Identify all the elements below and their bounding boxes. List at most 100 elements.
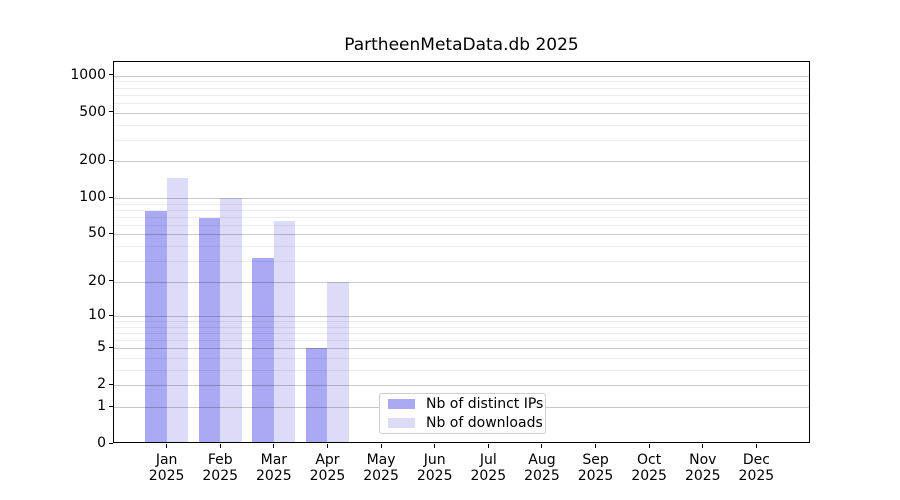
x-tick-label: May 2025: [349, 452, 413, 484]
x-tick-month: Nov: [689, 452, 717, 468]
minor-gridline: [114, 124, 809, 126]
x-tick-year: 2025: [148, 468, 185, 484]
minor-gridline: [114, 102, 809, 104]
y-tick-mark: [109, 405, 113, 407]
x-tick-year: 2025: [363, 468, 399, 484]
minor-gridline: [114, 321, 809, 323]
x-tick-label: Nov 2025: [671, 452, 735, 484]
plot-area: [113, 61, 810, 443]
major-gridline: [114, 316, 809, 318]
x-tick-mark: [166, 444, 168, 448]
x-tick-month: May: [366, 452, 396, 468]
major-gridline: [114, 348, 809, 350]
x-tick-year: 2025: [416, 468, 453, 484]
x-tick-mark: [648, 444, 650, 448]
minor-gridline: [114, 216, 809, 218]
y-tick-label: 50: [88, 225, 106, 242]
x-tick-label: Feb 2025: [188, 452, 252, 484]
bar-distinct-ips-feb: [198, 218, 221, 442]
minor-gridline: [114, 340, 809, 342]
y-tick-label: 1: [97, 398, 106, 415]
x-tick-year: 2025: [684, 468, 721, 484]
x-tick-mark: [380, 444, 382, 448]
x-tick-mark: [755, 444, 757, 448]
minor-gridline: [114, 358, 809, 360]
legend-label-downloads: Nb of downloads: [426, 414, 543, 431]
major-gridline: [114, 198, 809, 199]
legend-label-distinct-ips: Nb of distinct IPs: [426, 395, 544, 412]
minor-gridline: [114, 326, 809, 328]
bar-downloads-apr: [327, 281, 349, 442]
y-tick-label: 200: [79, 152, 106, 169]
x-tick-month: Oct: [637, 452, 662, 468]
bar-downloads-mar: [273, 220, 296, 442]
y-tick-mark: [109, 442, 113, 444]
major-gridline: [114, 281, 809, 283]
y-tick-label: 500: [79, 103, 106, 120]
y-tick-label: 100: [79, 189, 106, 205]
y-tick-label: 5: [97, 339, 106, 356]
legend: Nb of distinct IPs Nb of downloads: [379, 393, 546, 434]
x-tick-mark: [595, 444, 597, 448]
x-tick-month: Feb: [207, 452, 233, 468]
minor-gridline: [114, 94, 809, 96]
x-tick-year: 2025: [256, 468, 292, 484]
x-tick-year: 2025: [470, 468, 507, 484]
major-gridline: [114, 75, 809, 77]
minor-gridline: [114, 246, 809, 248]
y-tick-label: 2: [97, 376, 106, 393]
x-tick-mark: [219, 444, 221, 448]
y-tick-mark: [109, 280, 113, 282]
y-tick-mark: [109, 383, 113, 385]
x-tick-month: Aug: [528, 452, 556, 468]
x-tick-label: Jan 2025: [135, 452, 199, 484]
major-gridline: [114, 234, 809, 236]
x-tick-mark: [487, 444, 489, 448]
bar-downloads-feb: [220, 198, 242, 442]
legend-item-distinct-ips: Nb of distinct IPs: [388, 396, 543, 412]
x-tick-label: Dec 2025: [724, 452, 788, 484]
x-tick-month: Jul: [479, 452, 497, 468]
x-tick-year: 2025: [631, 468, 667, 484]
minor-gridline: [114, 209, 809, 211]
minor-gridline: [114, 87, 809, 89]
minor-gridline: [114, 224, 809, 226]
y-tick-label: 0: [97, 435, 106, 451]
y-tick-mark: [109, 346, 113, 348]
x-tick-mark: [434, 444, 436, 448]
x-tick-label: Jun 2025: [403, 452, 467, 484]
y-tick-label: 20: [88, 272, 106, 289]
y-tick-mark: [109, 111, 113, 113]
x-tick-month: Sep: [582, 452, 609, 468]
minor-gridline: [114, 260, 809, 262]
x-tick-month: Jun: [423, 452, 446, 468]
minor-gridline: [114, 203, 809, 205]
y-tick-label: 1000: [70, 66, 106, 83]
x-tick-mark: [702, 444, 704, 448]
x-tick-mark: [273, 444, 275, 448]
y-tick-mark: [109, 314, 113, 316]
minor-gridline: [114, 81, 809, 83]
x-tick-mark: [541, 444, 543, 448]
y-tick-mark: [109, 232, 113, 234]
bar-distinct-ips-mar: [252, 257, 274, 442]
x-tick-label: Oct 2025: [617, 452, 681, 484]
minor-gridline: [114, 370, 809, 372]
x-tick-label: Aug 2025: [510, 452, 574, 484]
legend-swatch-distinct-ips-icon: [388, 399, 415, 409]
y-tick-label: 10: [88, 307, 106, 324]
x-tick-label: Apr 2025: [295, 452, 359, 484]
chart-title: PartheenMetaData.db 2025: [344, 35, 579, 55]
x-tick-month: Jan: [155, 452, 178, 468]
y-tick-mark: [109, 196, 113, 198]
major-gridline: [114, 161, 809, 163]
x-tick-year: 2025: [577, 468, 614, 484]
x-tick-month: Apr: [315, 452, 340, 468]
bar-downloads-jan: [166, 178, 189, 442]
x-tick-label: Jul 2025: [456, 452, 520, 484]
x-tick-year: 2025: [202, 468, 239, 484]
legend-swatch-downloads-icon: [388, 418, 415, 428]
major-gridline: [114, 112, 809, 114]
x-tick-year: 2025: [738, 468, 775, 484]
